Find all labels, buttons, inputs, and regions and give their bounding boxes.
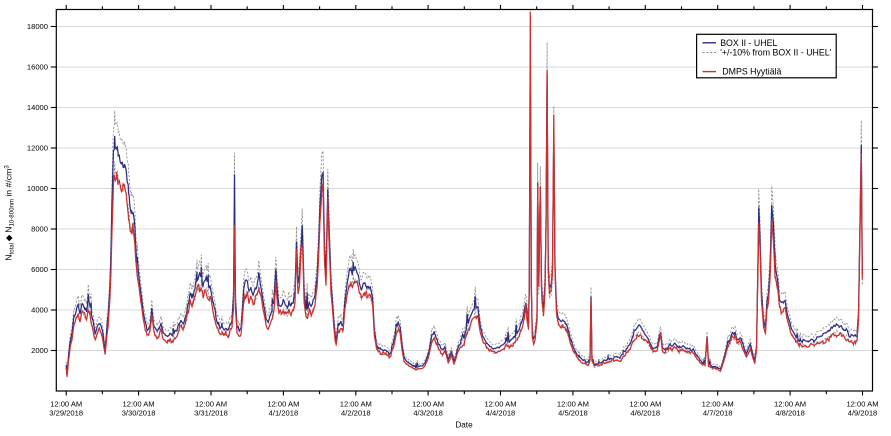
svg-text:12:00 AM: 12:00 AM xyxy=(50,400,82,409)
svg-text:3/29/2018: 3/29/2018 xyxy=(49,409,83,418)
svg-text:12:00 AM: 12:00 AM xyxy=(123,400,155,409)
svg-text:4000: 4000 xyxy=(31,306,48,315)
svg-text:Ntotal ◆ N10-800nm in #/cm3: Ntotal ◆ N10-800nm in #/cm3 xyxy=(4,165,16,261)
svg-text:16000: 16000 xyxy=(27,63,48,72)
svg-text:12:00 AM: 12:00 AM xyxy=(774,400,806,409)
svg-text:12:00 AM: 12:00 AM xyxy=(267,400,299,409)
svg-text:6000: 6000 xyxy=(31,265,48,274)
svg-text:12:00 AM: 12:00 AM xyxy=(484,400,516,409)
svg-text:12:00 AM: 12:00 AM xyxy=(557,400,589,409)
svg-text:12:00 AM: 12:00 AM xyxy=(702,400,734,409)
svg-text:Date: Date xyxy=(455,421,473,430)
svg-text:12000: 12000 xyxy=(27,144,48,153)
svg-text:4/3/2018: 4/3/2018 xyxy=(413,409,443,418)
svg-text:4/7/2018: 4/7/2018 xyxy=(703,409,733,418)
svg-text:4/8/2018: 4/8/2018 xyxy=(775,409,805,418)
svg-text:10000: 10000 xyxy=(27,184,48,193)
svg-text:12:00 AM: 12:00 AM xyxy=(340,400,372,409)
svg-text:4/9/2018: 4/9/2018 xyxy=(848,409,878,418)
svg-text:4/5/2018: 4/5/2018 xyxy=(558,409,588,418)
svg-text:4/6/2018: 4/6/2018 xyxy=(631,409,661,418)
svg-text:'+/-10% from BOX II - UHEL': '+/-10% from BOX II - UHEL' xyxy=(720,48,831,58)
svg-text:4/1/2018: 4/1/2018 xyxy=(269,409,299,418)
svg-text:3/30/2018: 3/30/2018 xyxy=(122,409,156,418)
svg-text:DMPS Hyytiälä: DMPS Hyytiälä xyxy=(722,67,781,77)
svg-text:BOX II - UHEL: BOX II - UHEL xyxy=(720,38,777,48)
svg-text:3/31/2018: 3/31/2018 xyxy=(194,409,228,418)
svg-text:18000: 18000 xyxy=(27,22,48,31)
svg-text:2000: 2000 xyxy=(31,346,48,355)
svg-text:12:00 AM: 12:00 AM xyxy=(195,400,227,409)
svg-text:4/2/2018: 4/2/2018 xyxy=(341,409,371,418)
svg-text:8000: 8000 xyxy=(31,225,48,234)
svg-text:12:00 AM: 12:00 AM xyxy=(846,400,878,409)
svg-text:14000: 14000 xyxy=(27,103,48,112)
svg-text:4/4/2018: 4/4/2018 xyxy=(486,409,516,418)
svg-text:12:00 AM: 12:00 AM xyxy=(629,400,661,409)
svg-text:12:00 AM: 12:00 AM xyxy=(412,400,444,409)
